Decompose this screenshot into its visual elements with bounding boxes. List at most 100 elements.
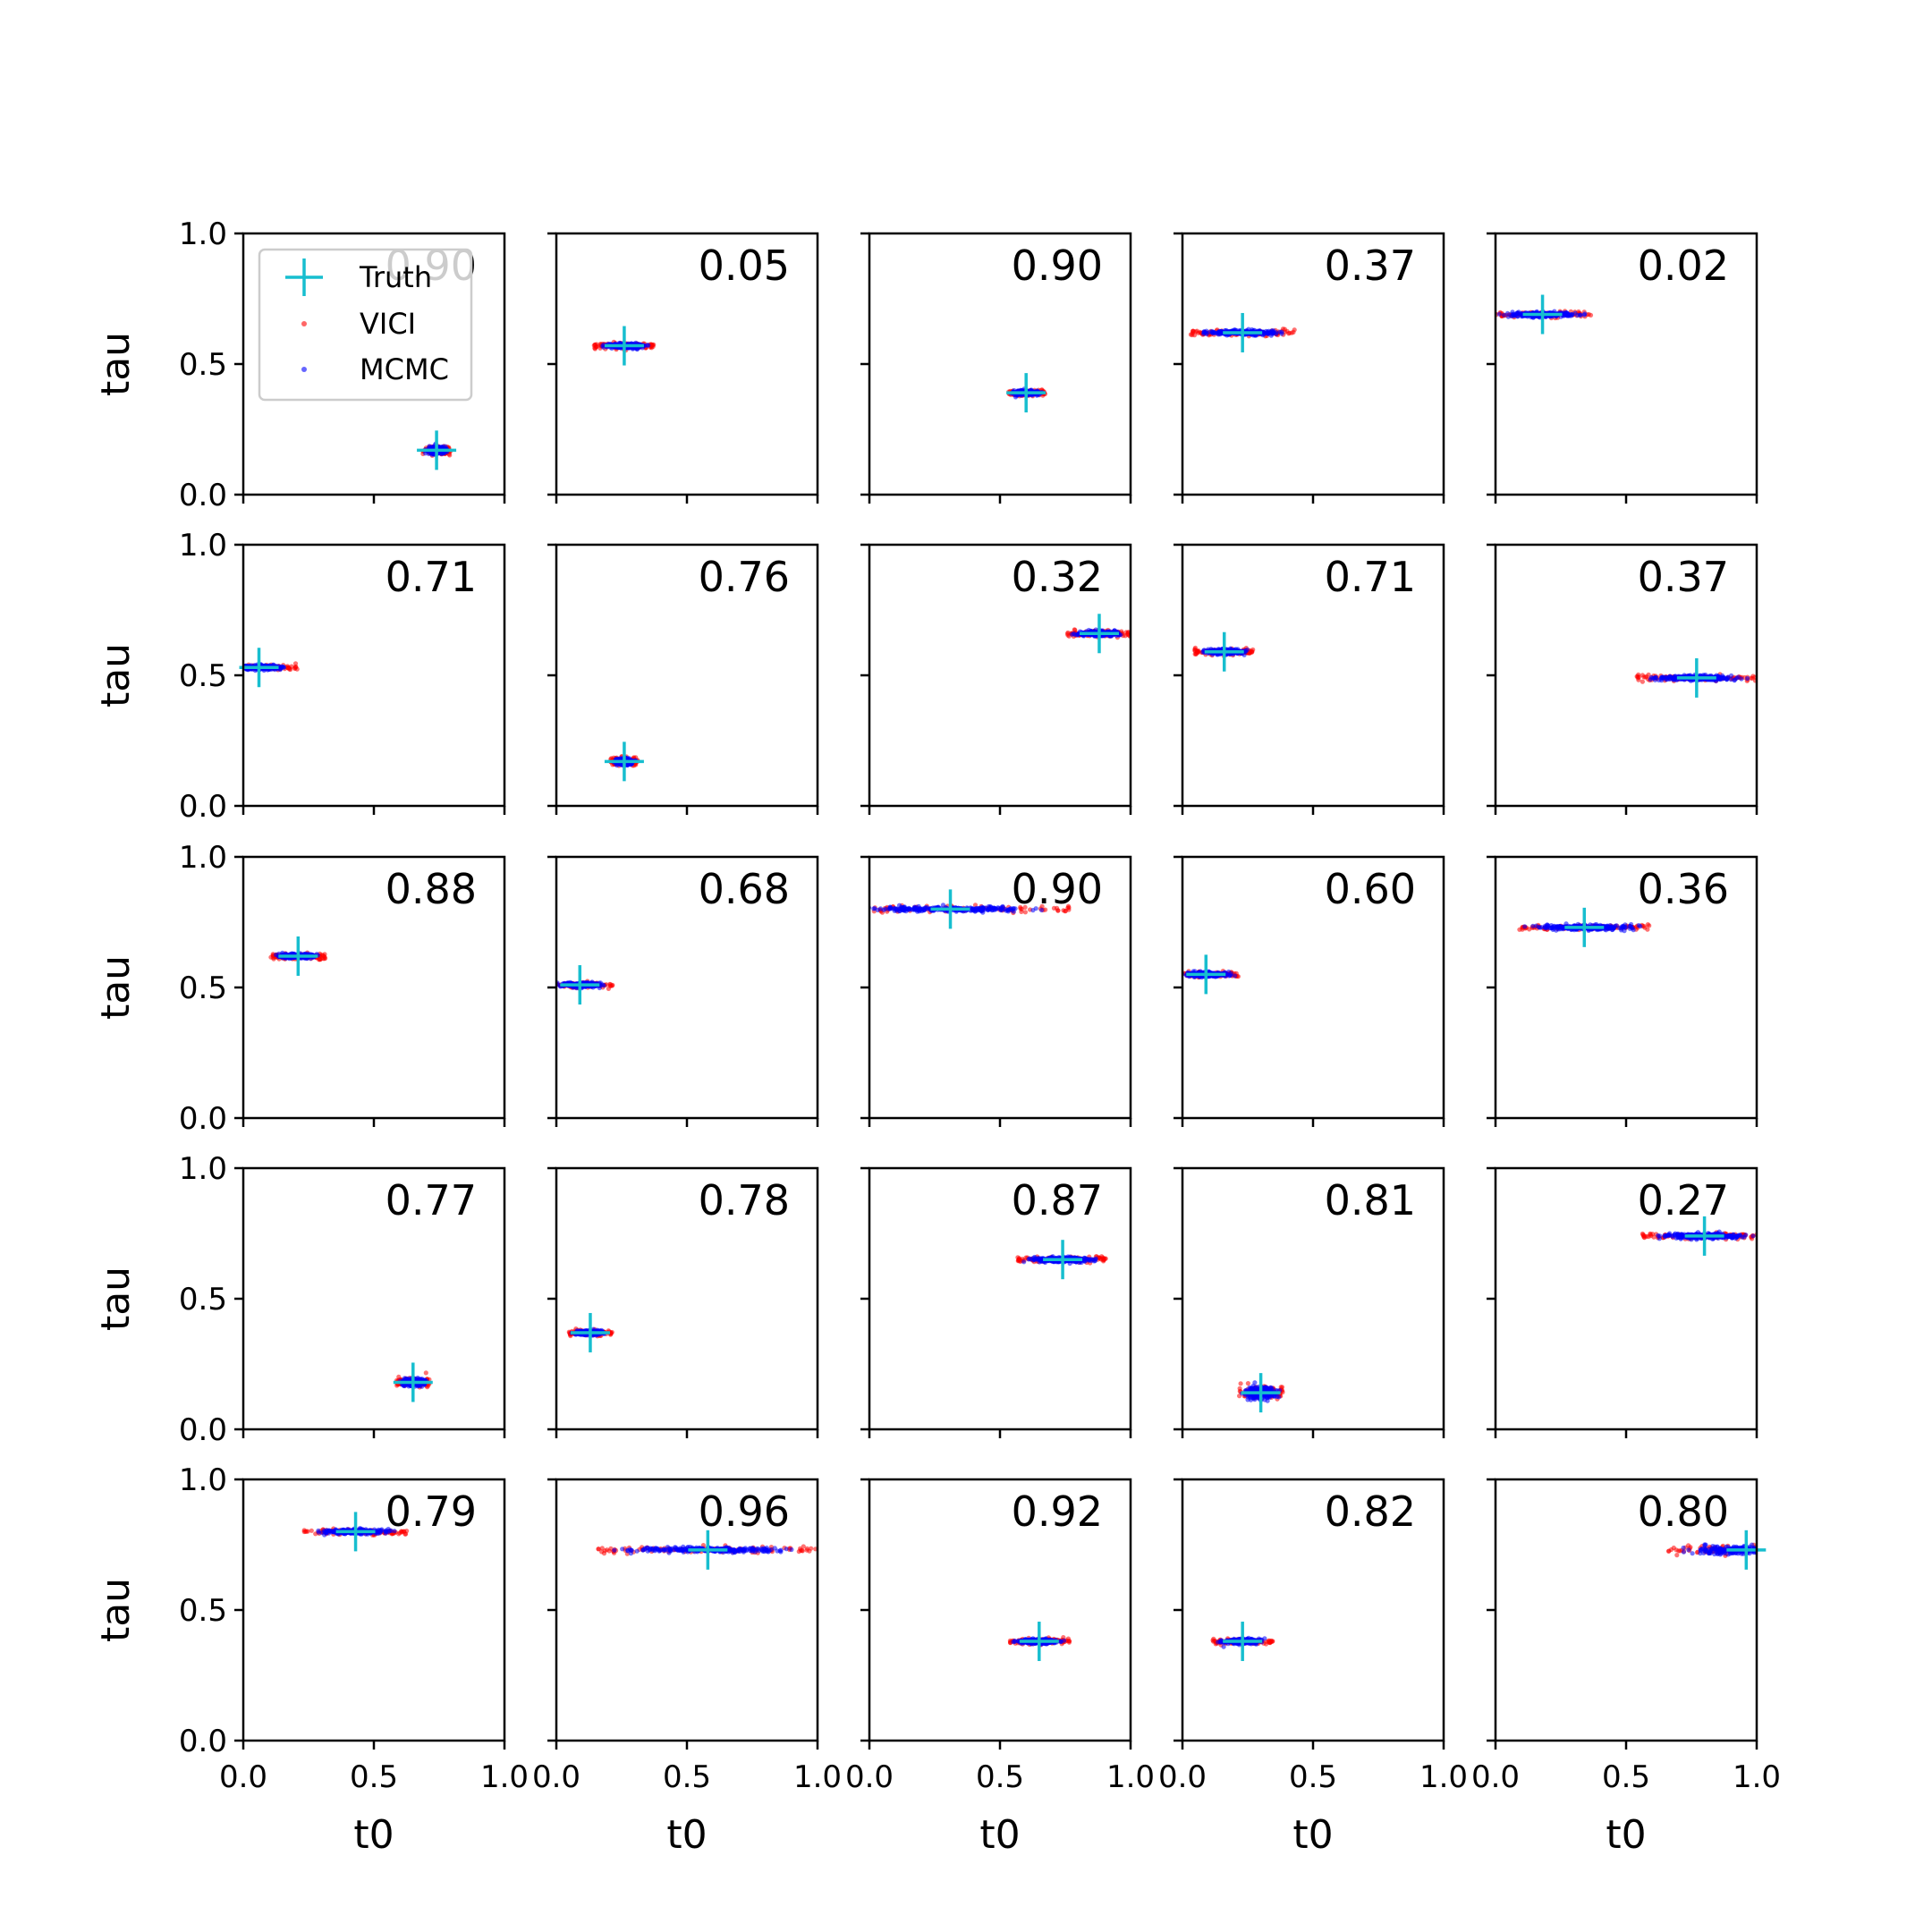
- panel-value-label: 0.68: [699, 865, 790, 913]
- mcmc-sample: [1501, 312, 1507, 318]
- y-axis-label: tau: [93, 643, 139, 708]
- mcmc-sample: [1202, 330, 1208, 335]
- mcmc-sample: [999, 905, 1004, 911]
- mcmc-sample: [986, 907, 991, 912]
- mcmc-sample: [1266, 331, 1271, 336]
- mcmc-sample: [894, 908, 899, 913]
- vici-sample: [1588, 312, 1594, 318]
- mcmc-sample: [1575, 312, 1580, 318]
- mcmc-sample: [980, 905, 986, 911]
- vici-sample: [1287, 330, 1292, 335]
- mcmc-sample: [1728, 677, 1733, 682]
- y-tick-label: 0.5: [179, 970, 227, 1006]
- vici-sample: [1640, 679, 1645, 684]
- panels-layer: 0.0 0.5 1.0 tau 0.90 0.05 0.90 0.37 0.02 0.0 0.5 1.…: [93, 216, 1781, 1858]
- y-tick-label: 0.0: [179, 1101, 227, 1137]
- mcmc-sample: [273, 952, 279, 958]
- vici-sample: [1043, 907, 1048, 912]
- mcmc-sample: [426, 451, 431, 456]
- mcmc-sample: [635, 346, 640, 352]
- vici-sample: [1072, 627, 1077, 632]
- mcmc-sample: [1008, 906, 1013, 911]
- mcmc-sample: [1581, 312, 1587, 318]
- mcmc-sample: [1717, 676, 1723, 682]
- mcmc-sample: [1673, 674, 1678, 679]
- vici-sample: [1640, 673, 1645, 678]
- mcmc-sample: [883, 906, 888, 911]
- vici-sample: [1190, 332, 1195, 338]
- panel-14: 0.60: [1174, 855, 1445, 1127]
- y-tick-label: 1.0: [179, 528, 227, 564]
- vici-sample: [1022, 910, 1028, 915]
- panel-value-label: 0.02: [1638, 242, 1729, 290]
- mcmc-sample: [898, 907, 903, 912]
- mcmc-sample: [992, 907, 997, 912]
- mcmc-sample: [872, 906, 877, 911]
- y-axis-label: tau: [93, 332, 139, 396]
- mcmc-sample: [1496, 311, 1502, 317]
- panel-11: 0.0 0.5 1.0 tau 0.88: [93, 840, 506, 1137]
- truth-marker: [604, 741, 644, 782]
- y-tick-label: 0.0: [179, 478, 227, 513]
- truth-marker: [278, 936, 318, 976]
- mcmc-sample: [1733, 675, 1740, 681]
- vici-sample: [592, 346, 598, 352]
- vici-sample: [447, 453, 453, 458]
- vici-sample: [317, 956, 322, 962]
- panel-value-label: 0.76: [699, 553, 790, 601]
- vici-sample: [1063, 909, 1068, 914]
- mcmc-sample: [917, 906, 922, 912]
- panel-2: 0.05: [547, 232, 819, 504]
- vici-sample: [1065, 630, 1071, 635]
- mcmc-sample: [921, 907, 927, 913]
- mcmc-sample: [1729, 673, 1734, 679]
- truth-marker: [1079, 614, 1119, 654]
- mcmc-sample: [1745, 675, 1750, 682]
- panel-value-label: 0.71: [1325, 553, 1416, 601]
- truth-marker: [239, 648, 279, 688]
- truth-marker: [930, 889, 970, 929]
- panel-value-label: 0.37: [1325, 242, 1416, 290]
- mcmc-sample: [1514, 310, 1520, 316]
- mcmc-sample: [1552, 309, 1557, 314]
- truth-marker: [1223, 312, 1263, 352]
- y-tick-label: 1.0: [179, 840, 227, 876]
- y-tick-label: 1.0: [179, 216, 227, 252]
- truth-marker: [560, 965, 600, 1005]
- vici-sample: [1055, 908, 1061, 913]
- panel-value-label: 0.90: [1012, 865, 1103, 913]
- y-axis-label: tau: [93, 955, 139, 1020]
- mcmc-sample: [1659, 675, 1665, 681]
- mcmc-sample: [1244, 647, 1250, 653]
- mcmc-sample: [1724, 677, 1730, 682]
- mcmc-sample: [1653, 674, 1658, 681]
- truth-marker: [1006, 373, 1046, 413]
- mcmc-sample: [1665, 677, 1670, 682]
- panel-value-label: 0.88: [386, 865, 477, 913]
- mcmc-sample: [1505, 314, 1511, 319]
- vici-sample: [1635, 675, 1640, 681]
- vici-sample: [294, 666, 300, 672]
- panel-value-label: 0.05: [699, 242, 790, 290]
- truth-marker: [1676, 657, 1716, 698]
- vici-sample: [322, 956, 327, 962]
- truth-marker: [417, 430, 457, 470]
- panel-value-label: 0.90: [1012, 242, 1103, 290]
- mcmc-sample: [1277, 329, 1283, 335]
- vici-sample: [609, 983, 615, 988]
- mcmc-sample: [1030, 908, 1036, 913]
- mcmc-sample: [1703, 672, 1708, 678]
- y-tick-label: 0.5: [179, 658, 227, 694]
- vici-sample: [285, 665, 291, 671]
- mcmc-sample: [597, 985, 602, 991]
- mcmc-sample: [1038, 907, 1045, 913]
- truth-marker: [1522, 294, 1563, 335]
- panel-7: 0.76: [547, 543, 819, 815]
- mcmc-sample: [645, 343, 650, 348]
- vici-sample: [1193, 329, 1199, 335]
- panel-8: 0.32: [860, 543, 1132, 815]
- panel-value-label: 0.71: [386, 553, 477, 601]
- mcmc-sample: [1510, 309, 1515, 315]
- mcmc-sample: [1518, 311, 1523, 317]
